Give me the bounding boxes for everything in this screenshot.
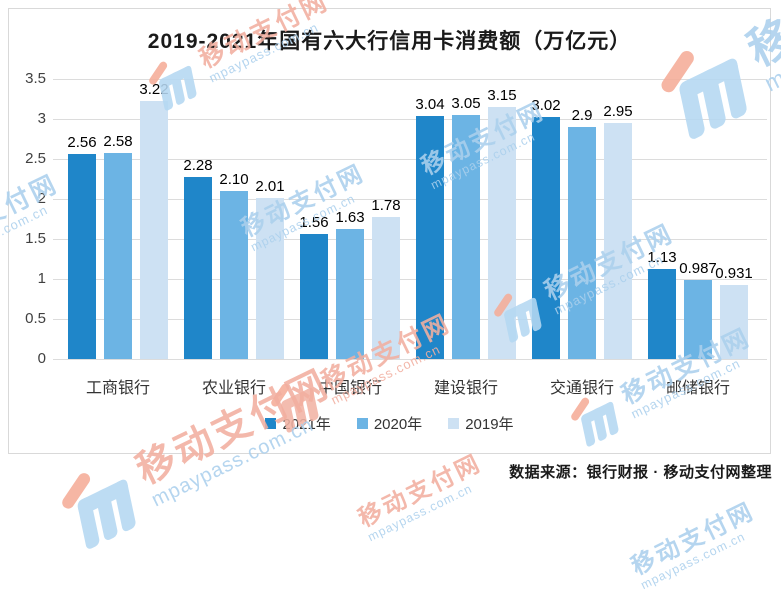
y-tick-label: 3.5 (25, 70, 46, 88)
legend-swatch (265, 418, 277, 429)
bar-2019年: 2.95 (603, 103, 633, 359)
legend-item-2021年: 2021年 (265, 413, 331, 434)
x-category-label: 建设银行 (433, 380, 499, 397)
bar-2020年: 0.987 (679, 260, 717, 359)
bar-value-label: 1.63 (335, 208, 365, 226)
bar-value-label: 3.04 (415, 95, 445, 113)
bar-value-label: 0.987 (679, 260, 717, 277)
bar-value-label: 2.9 (571, 107, 593, 124)
bar-group-2: 2.28 2.10 2.01 农业银行 (176, 79, 292, 397)
bar-value-label: 2.10 (219, 171, 249, 188)
legend-label: 2020年 (373, 416, 423, 433)
bar-2020年: 3.05 (451, 95, 481, 359)
legend-item-2019年: 2019年 (448, 413, 514, 434)
bar-value-label: 2.56 (67, 134, 97, 152)
bar-2020年: 2.9 (568, 107, 596, 359)
bar-group-4: 3.04 3.05 3.15 建设银行 (408, 79, 524, 397)
bar-value-label: 2.58 (103, 132, 133, 150)
bar-2020年: 2.58 (103, 133, 133, 359)
legend-swatch (448, 418, 460, 429)
bar-2021年: 3.02 (531, 97, 561, 359)
x-category-label: 邮储银行 (665, 380, 731, 397)
bar-value-label: 1.13 (647, 248, 677, 266)
chart-legend: 2021年 2020年 2019年 (9, 413, 770, 434)
bar-2021年: 3.04 (415, 96, 445, 359)
data-source-note: 数据来源：银行财报 · 移动支付网整理 (509, 464, 772, 481)
bar-value-label: 2.95 (603, 103, 633, 120)
legend-label: 2021年 (282, 416, 331, 433)
bar-2021年: 1.13 (647, 249, 677, 359)
bar-group-5: 3.02 2.9 2.95 交通银行 (524, 79, 640, 397)
bar-value-label: 3.02 (531, 97, 561, 115)
gridline (53, 79, 767, 80)
gridline (53, 239, 767, 240)
bar-2019年: 0.931 (715, 265, 753, 359)
bar-value-label: 3.22 (139, 81, 169, 99)
bar-2020年: 1.63 (335, 209, 365, 359)
x-category-label: 中国银行 (317, 380, 383, 397)
watermark-brand: 移动支付网 (354, 449, 487, 533)
watermark-url: mpaypass.com.cn (638, 529, 748, 592)
bar-2020年: 2.10 (219, 171, 249, 359)
bar-value-label: 2.28 (183, 156, 213, 174)
bar-value-label: 3.05 (451, 95, 481, 112)
legend-label: 2019年 (465, 416, 514, 433)
bar-value-label: 1.78 (371, 196, 401, 214)
gridline (53, 119, 767, 120)
y-tick-label: 0 (37, 350, 46, 368)
chart-container: 2019-2021年国有六大行信用卡消费额（万亿元） 3.5 3 2.5 2 1.5 1 0… (8, 8, 771, 454)
gridline (53, 319, 767, 320)
bar-2021年: 2.56 (67, 134, 97, 359)
gridline (53, 159, 767, 160)
bars-area: 2.56 2.58 3.22 工商银行 2.28 2.10 2.01 农业银行 1.56 1.63… (60, 79, 756, 397)
x-category-label: 农业银行 (201, 380, 267, 397)
bar-group-1: 2.56 2.58 3.22 工商银行 (60, 79, 176, 397)
y-tick-label: 1 (37, 270, 46, 288)
y-tick-label: 1.5 (25, 230, 46, 248)
bar-value-label: 0.931 (715, 264, 753, 282)
bar-group-6: 1.13 0.987 0.931 邮储银行 (640, 79, 756, 397)
bar-value-label: 1.56 (299, 214, 329, 232)
x-category-label: 交通银行 (549, 380, 615, 397)
bar-2019年: 3.15 (487, 87, 517, 359)
mpaypass-logo-icon (62, 473, 136, 549)
chart-title: 2019-2021年国有六大行信用卡消费额（万亿元） (147, 30, 632, 53)
y-tick-label: 3 (37, 110, 46, 128)
bar-value-label: 2.01 (255, 178, 285, 196)
legend-item-2020年: 2020年 (356, 413, 423, 434)
bar-2021年: 1.56 (299, 214, 329, 359)
bar-2019年: 1.78 (371, 197, 401, 359)
bar-value-label: 3.15 (487, 87, 517, 104)
watermark-url: mpaypass.com.cn (365, 481, 475, 545)
gridline (53, 279, 767, 280)
bar-2019年: 3.22 (139, 81, 169, 359)
y-tick-label: 2.5 (25, 150, 46, 168)
watermark-brand: 移动支付网 (627, 497, 760, 581)
bar-group-3: 1.56 1.63 1.78 中国银行 (292, 79, 408, 397)
x-category-label: 工商银行 (85, 380, 151, 397)
bar-2019年: 2.01 (255, 178, 285, 359)
legend-swatch (356, 418, 368, 429)
plot-area: 3.5 3 2.5 2 1.5 1 0.5 0 2.56 2.58 3.22 工商银行 2.28 2.1… (25, 70, 767, 397)
gridline (53, 199, 767, 200)
y-tick-label: 2 (37, 190, 46, 208)
gridline (53, 359, 767, 360)
y-tick-label: 0.5 (25, 310, 46, 328)
bar-2021年: 2.28 (183, 157, 213, 359)
